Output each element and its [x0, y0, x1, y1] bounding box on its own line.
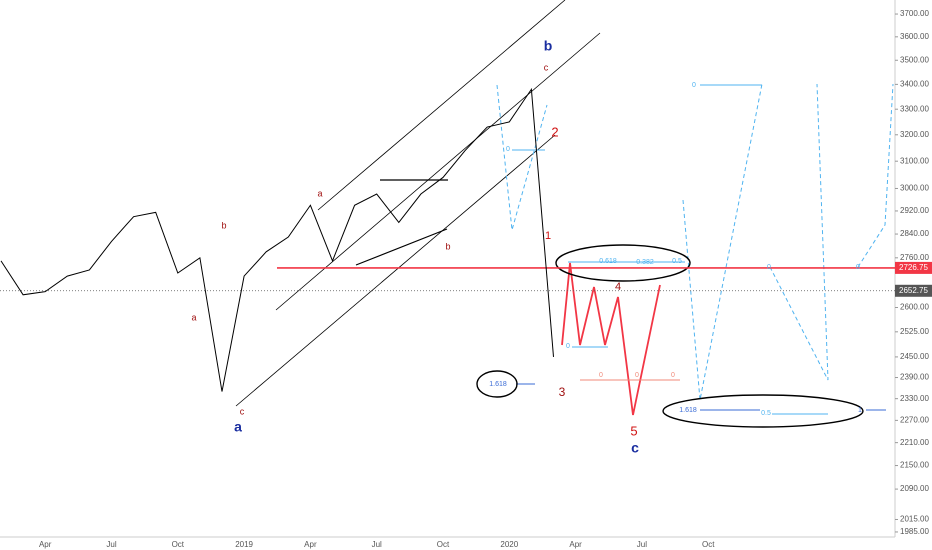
x-tick-label: Apr [569, 540, 582, 549]
y-tick-label: 3100.00 [900, 156, 929, 165]
dashed-projection [857, 83, 894, 268]
price-tag [895, 261, 932, 274]
annotation: 1 [858, 407, 862, 414]
annotation: a [191, 312, 196, 322]
y-tick-label: 2210.00 [900, 438, 929, 447]
annotation: b [445, 241, 450, 251]
annotation: 0 [635, 372, 639, 379]
y-tick-label: 3200.00 [900, 130, 929, 139]
x-tick-label: Jul [106, 540, 116, 549]
y-tick-label: 3000.00 [900, 184, 929, 193]
price-tag-label: 2726.75 [899, 263, 928, 272]
annotation: 5 [630, 423, 637, 438]
annotation: c [631, 440, 639, 456]
channel-line [235, 134, 556, 407]
annotation: c [240, 406, 245, 416]
drawings [235, 0, 894, 428]
x-tick-label: Oct [437, 540, 450, 549]
annotation: 0.618 [599, 258, 617, 265]
y-tick-label: 3700.00 [900, 9, 929, 18]
y-tick-label: 3600.00 [900, 32, 929, 41]
x-tick-label: Jul [372, 540, 382, 549]
price-tag-label: 2652.75 [899, 286, 928, 295]
y-tick-label: 2390.00 [900, 373, 929, 382]
dashed-projection [496, 84, 548, 231]
ellipse [662, 394, 864, 428]
x-tick-label: Jul [637, 540, 647, 549]
y-tick-label: 3500.00 [900, 55, 929, 64]
annotation: 1.618 [679, 407, 697, 414]
x-tick-label: Apr [39, 540, 52, 549]
annotation: 0.382 [636, 259, 654, 266]
y-tick-label: 2525.00 [900, 327, 929, 336]
annotation: 1 [545, 230, 551, 242]
y-tick-label: 2450.00 [900, 352, 929, 361]
y-tick-label: 2600.00 [900, 303, 929, 312]
ellipse [476, 370, 518, 398]
annotation: 0 [506, 146, 510, 153]
channel-line [317, 0, 566, 211]
annotation: a [234, 419, 242, 435]
annotation: a [317, 188, 322, 198]
y-tick-label: 1985.00 [900, 527, 929, 536]
y-tick-label: 2920.00 [900, 206, 929, 215]
channel-line [275, 32, 601, 311]
annotation: 0 [599, 372, 603, 379]
triangle-line [355, 228, 448, 266]
wave-projection [561, 262, 661, 416]
y-tick-label: 2840.00 [900, 229, 929, 238]
y-tick-label: 2015.00 [900, 515, 929, 524]
annotation: 0 [692, 82, 696, 89]
annotation: 0.5 [761, 410, 771, 417]
x-tick-label: Apr [304, 540, 317, 549]
x-tick-label: Oct [172, 540, 185, 549]
price-line-series [0, 87, 554, 392]
y-tick-label: 3300.00 [900, 104, 929, 113]
annotation: 0 [566, 343, 570, 350]
annotation: 1.618 [489, 381, 507, 388]
y-tick-label: 2760.00 [900, 253, 929, 262]
ellipse [555, 244, 691, 282]
y-tick-label: 3400.00 [900, 79, 929, 88]
x-tick-label: 2020 [500, 540, 518, 549]
y-tick-label: 2270.00 [900, 415, 929, 424]
x-tick-label: 2019 [235, 540, 253, 549]
x-tick-label: Oct [702, 540, 715, 549]
y-tick-label: 2150.00 [900, 461, 929, 470]
annotation: 3 [559, 385, 566, 399]
price-tag [895, 284, 932, 297]
annotation: 0 [767, 264, 771, 271]
annotation: 2 [551, 124, 558, 139]
annotation: c [544, 62, 549, 72]
y-tick-label: 2330.00 [900, 394, 929, 403]
annotation: 0.5 [672, 258, 682, 265]
annotation: 4 [615, 281, 621, 293]
annotation: b [221, 220, 226, 230]
annotation: 0 [671, 372, 675, 379]
y-tick-label: 2090.00 [900, 484, 929, 493]
dashed-projection [769, 83, 829, 381]
annotation: 0 [856, 264, 860, 271]
annotation: b [544, 38, 553, 54]
